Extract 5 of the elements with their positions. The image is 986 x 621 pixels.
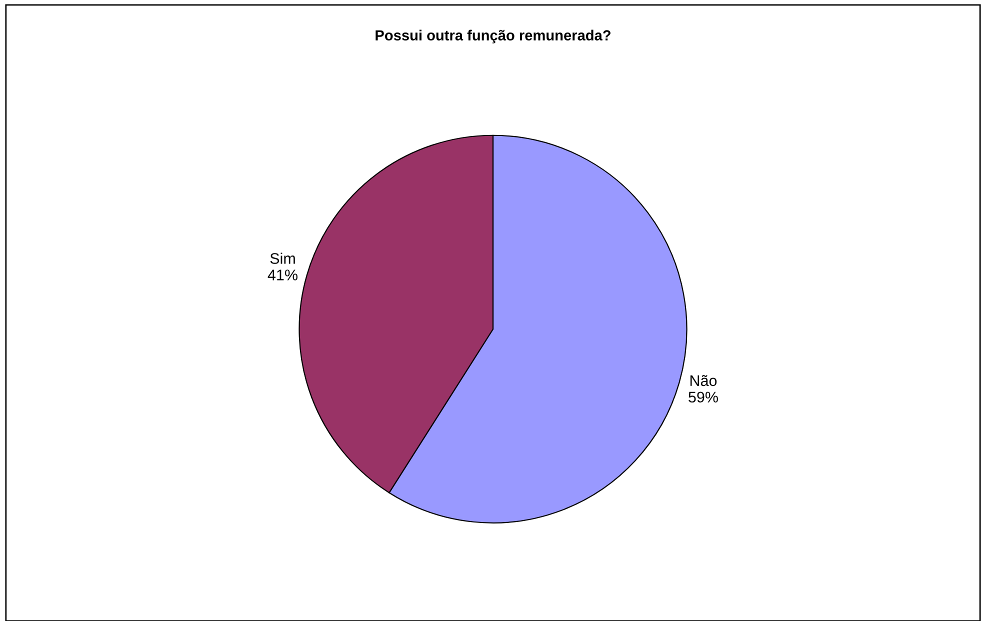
chart-title: Possui outra função remunerada? [376, 30, 610, 44]
slice-label: Sim [270, 252, 295, 264]
data-label: 59% [688, 392, 718, 403]
slice-label: Não [690, 374, 717, 386]
data-label: 41% [268, 270, 298, 280]
